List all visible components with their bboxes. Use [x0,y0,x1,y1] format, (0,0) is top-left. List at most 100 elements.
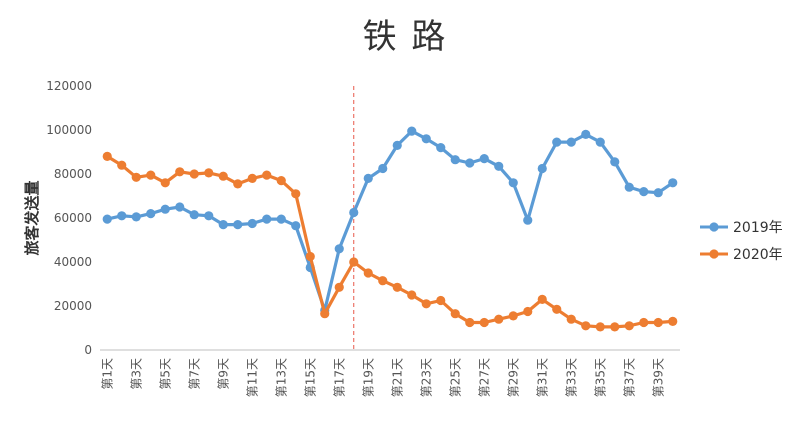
data-point [218,220,228,230]
data-point [465,317,475,328]
data-point [610,157,620,167]
data-point [160,178,170,188]
x-tick-label: 第39天 [651,358,665,397]
data-point [363,173,373,183]
x-tick-label: 第21天 [390,358,404,397]
data-point [189,210,199,220]
x-tick-label: 第9天 [216,358,230,390]
y-tick-label: 100000 [46,123,92,137]
data-point [668,178,678,188]
data-point [494,314,504,324]
y-axis-ticks: 0 20000 40000 60000 80000 100000 120000 [46,79,92,357]
x-tick-label: 第15天 [303,358,317,397]
x-tick-label: 第31天 [535,358,549,397]
data-point [102,151,112,161]
series-line [106,129,674,312]
series-line [106,155,673,329]
data-point [624,321,634,331]
series-group [102,126,678,332]
y-tick-label: 80000 [54,167,92,181]
legend-item: 2019年 [700,220,783,236]
data-point [262,170,272,180]
data-point [581,321,591,331]
data-point [407,290,417,300]
data-point [305,251,315,262]
data-point [639,317,649,328]
legend-label: 2019年 [733,220,783,236]
data-point [175,167,185,177]
data-point [421,299,431,309]
data-point [247,173,257,183]
data-point [436,143,446,153]
data-point [537,294,547,304]
x-tick-label: 第5天 [158,358,172,390]
y-tick-label: 60000 [54,211,92,225]
data-point [595,137,605,147]
x-tick-label: 第29天 [506,358,520,397]
data-point [537,163,547,174]
x-tick-label: 第27天 [477,358,491,397]
data-point [479,317,489,328]
data-point [320,309,330,319]
legend-swatch-marker [709,222,719,232]
data-point [349,257,359,267]
y-tick-label: 40000 [54,255,92,269]
data-point [653,188,663,198]
data-point [204,168,214,178]
series-1 [102,151,678,332]
data-point [566,314,576,324]
data-point [334,244,344,254]
data-point [494,161,504,171]
data-point [624,182,634,192]
data-point [247,218,257,229]
data-point [233,220,243,230]
data-point [131,172,141,182]
data-point [218,171,228,181]
legend: 2019年 2020年 [700,220,783,263]
data-point [146,209,156,219]
data-point [378,163,388,174]
x-tick-label: 第33天 [564,358,578,397]
x-tick-label: 第35天 [593,358,607,397]
data-point [523,215,533,225]
data-point [508,178,518,188]
data-point [421,134,431,144]
data-point [233,179,243,189]
y-tick-label: 120000 [46,79,92,93]
data-point [363,268,373,278]
x-tick-label: 第37天 [622,358,636,397]
data-point [465,158,475,168]
data-point [349,207,359,218]
data-point [146,170,156,180]
data-point [189,169,199,179]
legend-label: 2020年 [733,247,783,263]
x-tick-label: 第23天 [419,358,433,397]
data-point [102,214,112,224]
data-point [204,211,214,221]
x-tick-label: 第11天 [245,358,259,397]
x-tick-label: 第7天 [187,358,201,390]
x-tick-label: 第3天 [129,358,143,390]
data-point [523,306,533,317]
y-tick-label: 0 [84,343,92,357]
x-tick-label: 第25天 [448,358,462,397]
data-point [581,129,591,139]
x-tick-label: 第19天 [361,358,375,397]
data-point [131,212,141,222]
data-point [653,317,663,328]
data-point [595,322,605,332]
x-axis-ticks: 第1天 第3天 第5天 第7天 第9天 第11天 第13天 第15天 第17天 第19天 第21天 第… [100,358,665,397]
data-point [160,204,170,214]
data-point [262,214,272,224]
data-point [436,295,446,306]
data-point [610,322,620,332]
data-point [668,316,678,326]
x-tick-label: 第13天 [274,358,288,397]
data-point [117,211,127,221]
data-point [392,140,402,150]
data-point [552,137,562,147]
data-point [291,221,301,231]
series-0 [102,126,678,315]
x-tick-label: 第1天 [100,358,114,390]
